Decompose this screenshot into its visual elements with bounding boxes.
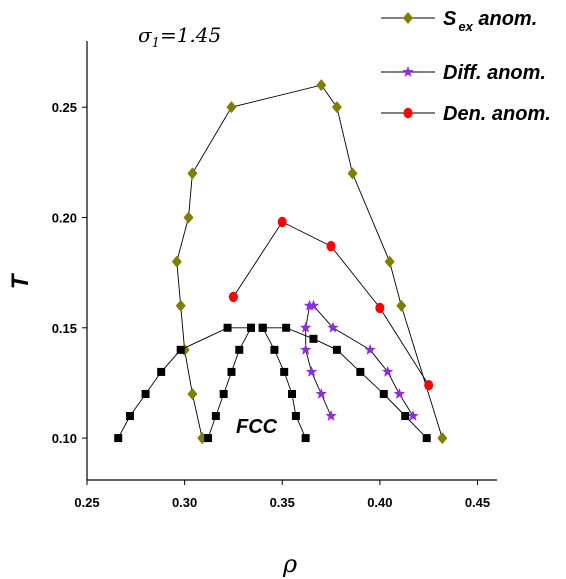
y-tick-label: 0.10 [52, 431, 77, 446]
data-point-star [364, 343, 376, 355]
legend-entry: Diff. anom. [381, 62, 546, 84]
data-point-square [235, 345, 244, 354]
data-point-star [299, 343, 312, 355]
series-group [228, 216, 434, 391]
data-point-diamond [384, 255, 395, 268]
data-point-star [327, 321, 339, 333]
x-tick-label: 0.25 [74, 495, 99, 510]
data-point-star [325, 410, 337, 421]
data-point-diamond [175, 299, 186, 312]
data-point-square [301, 434, 310, 443]
data-point-square [258, 323, 267, 332]
series-line [176, 84, 443, 439]
data-point-square [288, 389, 296, 398]
series-group [299, 299, 337, 421]
legend-marker-diamond [403, 12, 413, 24]
data-point-square [114, 434, 123, 443]
data-point-diamond [437, 432, 448, 445]
data-point-square [227, 367, 236, 376]
y-axis-title: T [7, 272, 34, 289]
legend-marker-circle [403, 107, 413, 119]
data-point-diamond [331, 101, 342, 114]
data-point-square [141, 389, 150, 398]
data-point-circle [375, 302, 385, 314]
sigma-symbol: σ [138, 23, 153, 47]
data-point-star [299, 321, 312, 333]
sigma-value: =1.45 [160, 23, 221, 47]
data-point-square [125, 412, 134, 421]
data-point-circle [326, 240, 336, 252]
data-point-square [282, 323, 291, 332]
x-tick-label: 0.35 [270, 495, 295, 510]
data-point-square [422, 434, 431, 443]
y-tick-label: 0.20 [52, 210, 77, 225]
data-point-square [223, 323, 232, 332]
x-tick-label: 0.40 [367, 495, 392, 510]
axes [86, 41, 497, 481]
legend-marker-star [402, 66, 414, 77]
data-point-diamond [396, 299, 407, 312]
y-tick-label: 0.15 [52, 321, 77, 336]
data-point-square [401, 412, 410, 421]
data-point-diamond [187, 387, 198, 400]
data-point-diamond [183, 211, 194, 224]
data-point-square [379, 389, 388, 398]
x-tick-label: 0.30 [172, 495, 197, 510]
legend-label: Den. anom. [443, 103, 551, 125]
data-point-circle [228, 291, 238, 303]
data-point-diamond [171, 255, 182, 268]
data-point-square [291, 412, 300, 421]
y-tick-label: 0.25 [52, 100, 77, 115]
data-point-star [381, 365, 394, 377]
data-point-square [219, 389, 228, 398]
data-point-star [307, 299, 320, 311]
data-point-square [157, 367, 166, 376]
data-point-square [309, 334, 318, 343]
data-point-circle [277, 216, 287, 228]
data-point-square [204, 434, 213, 443]
series-group [258, 323, 431, 443]
data-point-square [280, 367, 289, 376]
data-point-square [332, 345, 341, 354]
data-point-star [407, 410, 419, 421]
data-point-star [393, 387, 406, 399]
data-point-square [356, 367, 365, 376]
series-group [307, 299, 419, 421]
x-tick-label: 0.45 [465, 495, 490, 510]
data-point-square [247, 323, 255, 332]
data-point-diamond [347, 167, 358, 180]
data-point-diamond [187, 167, 198, 180]
series-layer [114, 79, 448, 445]
data-point-star [305, 365, 318, 377]
legend-entry: Den. anom. [381, 103, 551, 125]
sigma-annotation: σ1=1.45 [138, 23, 221, 51]
data-point-square [211, 412, 220, 421]
legend-label: Diff. anom. [443, 62, 546, 84]
data-point-square [176, 345, 185, 354]
sigma-subscript: 1 [152, 36, 160, 51]
fcc-label: FCC [236, 416, 278, 438]
x-axis-title: ρ [282, 550, 297, 578]
series-group [114, 323, 255, 443]
data-point-star [315, 387, 327, 399]
series-line [262, 327, 428, 439]
data-point-diamond [226, 101, 237, 114]
data-point-square [270, 345, 279, 354]
series-group [171, 79, 448, 445]
series-line [313, 305, 414, 417]
data-point-circle [424, 379, 434, 391]
series-group [204, 323, 255, 443]
ticks: 0.25 0.30 0.35 0.40 0.45 0.10 0.15 0.20 0.25 [52, 100, 490, 510]
data-point-diamond [316, 79, 327, 92]
series-line [305, 305, 332, 417]
